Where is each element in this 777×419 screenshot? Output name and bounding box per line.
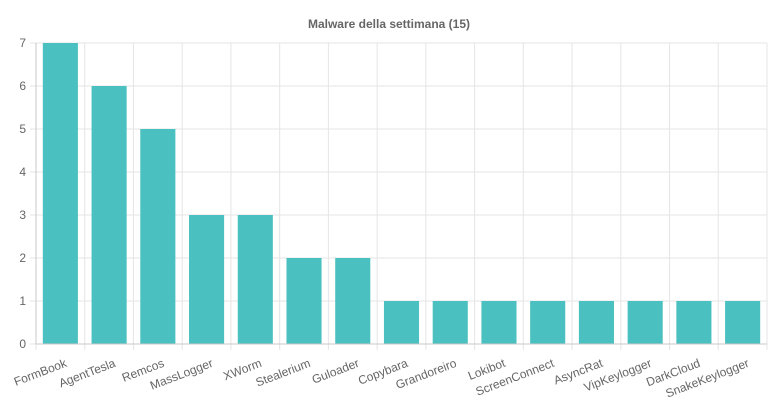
bar-remcos bbox=[140, 129, 176, 344]
axes bbox=[35, 43, 767, 345]
x-tick-label: AgentTesla bbox=[57, 356, 118, 390]
bar-copybara bbox=[383, 301, 420, 344]
bar-vipkeylogger bbox=[627, 301, 663, 344]
y-tick-label: 7 bbox=[19, 36, 26, 50]
y-tick-label: 5 bbox=[19, 122, 26, 136]
bar-formbook bbox=[42, 43, 78, 344]
bar-snakekeylogger bbox=[725, 301, 761, 344]
bar-lokibot bbox=[481, 301, 517, 344]
bar-masslogger bbox=[189, 215, 225, 344]
bar-screenconnect bbox=[530, 301, 566, 344]
bar-grandoreiro bbox=[432, 301, 468, 344]
bar-xworm bbox=[237, 215, 273, 344]
y-tick-label: 6 bbox=[19, 79, 26, 93]
bar-stealerium bbox=[286, 258, 322, 344]
bar-asyncrat bbox=[578, 301, 614, 344]
x-tick-label: Stealerium bbox=[254, 356, 313, 390]
y-tick-label: 0 bbox=[19, 337, 26, 351]
bars bbox=[42, 43, 761, 344]
y-tick-label: 1 bbox=[19, 294, 26, 308]
y-tick-label: 3 bbox=[19, 208, 26, 222]
y-axis-ticks: 0 1 2 3 4 5 6 7 bbox=[19, 36, 26, 351]
y-tick-label: 2 bbox=[19, 251, 26, 265]
bar-guloader bbox=[335, 258, 371, 344]
x-tick-label: Guloader bbox=[310, 356, 361, 387]
y-tick-label: 4 bbox=[19, 165, 26, 179]
bar-agenttesla bbox=[91, 86, 127, 344]
chart-title: Malware della settimana (15) bbox=[308, 17, 470, 31]
bar-darkcloud bbox=[676, 301, 712, 344]
